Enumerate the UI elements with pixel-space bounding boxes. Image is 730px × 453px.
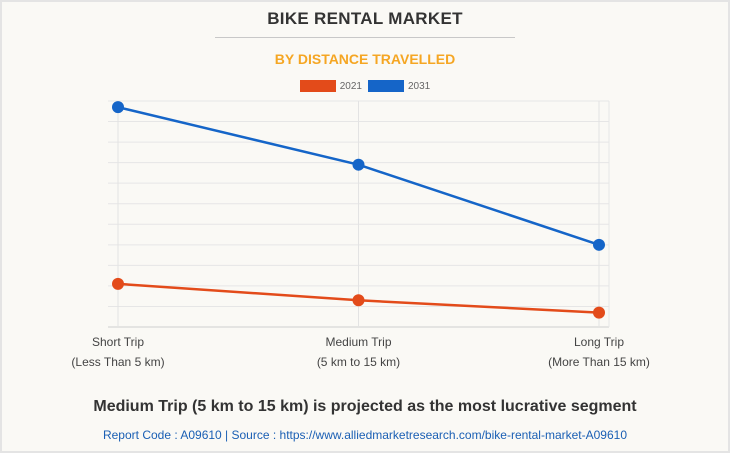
x-tick-label: (More Than 15 km) [548, 355, 650, 369]
x-tick-label: Long Trip [574, 335, 624, 349]
source-link[interactable]: Report Code : A09610 | Source : https://… [102, 428, 628, 442]
data-point-2031 [593, 238, 605, 251]
data-point-2031 [352, 158, 365, 171]
legend-label-2021: 2021 [339, 80, 362, 92]
key-finding: Medium Trip (5 km to 15 km) is projected… [93, 398, 637, 415]
legend-item-2031[interactable]: 2031 [368, 80, 430, 92]
legend-label-2031: 2031 [408, 80, 431, 92]
title-divider [215, 37, 515, 38]
chart-subtitle: BY DISTANCE TRAVELLED [274, 51, 456, 67]
x-tick-label: Short Trip [92, 335, 144, 349]
legend: 2021 2031 [0, 80, 730, 92]
legend-swatch-2021 [299, 80, 336, 92]
data-point-2031 [112, 101, 124, 114]
data-point-2021 [352, 294, 365, 307]
chart-title: BIKE RENTAL MARKET [267, 9, 463, 28]
data-point-2021 [593, 306, 605, 319]
x-tick-label: Medium Trip [325, 335, 391, 349]
legend-swatch-2031 [368, 80, 404, 92]
x-tick-label: (5 km to 15 km) [317, 355, 400, 369]
legend-item-2021[interactable]: 2021 [299, 80, 362, 92]
data-point-2021 [112, 277, 124, 290]
x-tick-label: (Less Than 5 km) [71, 355, 164, 369]
